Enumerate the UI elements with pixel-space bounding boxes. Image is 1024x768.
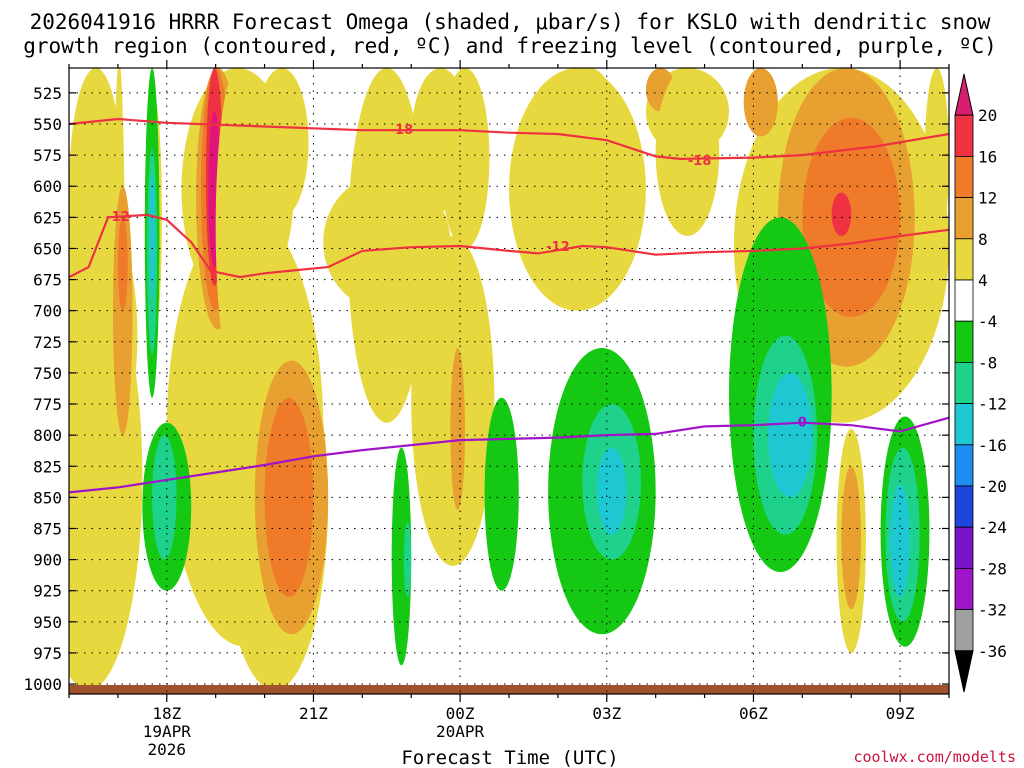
- y-tick-label-675: 675: [33, 271, 62, 290]
- colorbar-top-triangle: [954, 73, 974, 116]
- omega-region-8-5-2: [743, 68, 778, 137]
- contour-label--12-0: -12: [106, 210, 130, 225]
- colorbar-label--28: -28: [978, 559, 1007, 578]
- x-tick-label-03Z: 03Z: [592, 704, 621, 723]
- colorbar-band-9: [954, 444, 974, 487]
- y-tick-label-650: 650: [33, 239, 62, 258]
- colorbar-band-1: [954, 114, 974, 157]
- colorbar-label--20: -20: [978, 477, 1007, 496]
- colorbar-label-12: 12: [978, 189, 997, 208]
- x-tick-label-21Z: 21Z: [299, 704, 328, 723]
- contour-lines: -18 -18 -12 -12 0: [69, 117, 949, 494]
- y-tick-label-625: 625: [33, 208, 62, 227]
- omega-region-8-2-4: [450, 348, 465, 510]
- contour-label--18-1: -18: [688, 154, 712, 169]
- contour-label--12-1: -12: [546, 240, 570, 255]
- y-tick-label-825: 825: [33, 457, 62, 476]
- x-tick-label-06Z: 06Z: [739, 704, 768, 723]
- x-axis-title: Forecast Time (UTC): [401, 747, 618, 768]
- y-tick-label-575: 575: [33, 146, 62, 165]
- y-tick-label-1000: 1000: [23, 675, 62, 694]
- y-tick-label-900: 900: [33, 551, 62, 570]
- omega-region-4-4-1: [557, 68, 622, 224]
- colorbar-band-2: [954, 155, 974, 198]
- contour-label-0-0: 0: [798, 415, 807, 430]
- y-tick-label-950: 950: [33, 613, 62, 632]
- x-tick-label-09Z: 09Z: [886, 704, 915, 723]
- y-tick-label-525: 525: [33, 84, 62, 103]
- omega-shading: [69, 68, 949, 691]
- colorbar-label-16: 16: [978, 147, 997, 166]
- contour-line--12: [69, 213, 949, 279]
- omega-region-12-1-8: [264, 397, 314, 597]
- terrain-strip: [69, 685, 949, 694]
- x-tick-year-18Z: 2026: [148, 740, 187, 759]
- colorbar-band-3: [954, 197, 974, 240]
- colorbar-band-13: [954, 609, 974, 652]
- y-tick-label-925: 925: [33, 582, 62, 601]
- omega-region-4-2-0: [254, 68, 309, 218]
- x-tick-label-18Z: 18Z: [152, 704, 181, 723]
- y-tick-label-700: 700: [33, 302, 62, 321]
- colorbar-band-5: [954, 279, 974, 322]
- contour-line--18: [69, 117, 949, 161]
- y-tick-label-600: 600: [33, 177, 62, 196]
- omega-region-12-0-6: [117, 217, 128, 311]
- y-tick-label-975: 975: [33, 644, 62, 663]
- omega-region--12-0-10: [149, 173, 155, 299]
- colorbar-label--12: -12: [978, 395, 1007, 414]
- omega-region-8-5-10: [841, 466, 861, 610]
- y-tick-label-850: 850: [33, 488, 62, 507]
- colorbar-bottom-triangle: [954, 650, 974, 693]
- colorbar-label--4: -4: [978, 312, 997, 331]
- omega-region-16-5-4: [831, 192, 852, 237]
- omega-region-12-5-3: [802, 117, 901, 317]
- omega-region--4-3-4: [484, 397, 519, 591]
- omega-region--8-3-1: [152, 435, 177, 560]
- y-tick-label-725: 725: [33, 333, 62, 352]
- omega-region-4-2-2: [323, 173, 451, 311]
- contour-line-0: [69, 416, 949, 494]
- colorbar-label--32: -32: [978, 601, 1007, 620]
- omega-region-4-1-9: [215, 68, 260, 386]
- colorbar-band-6: [954, 320, 974, 363]
- colorbar: 20 16 12 8 4 -4 -8 -12 -16 -20 -24 -28 -32 -36: [954, 73, 1007, 693]
- colorbar-band-12: [954, 568, 974, 611]
- omega-region-4-5-14: [924, 68, 949, 249]
- omega-region-4-2-6: [440, 68, 490, 249]
- colorbar-band-4: [954, 238, 974, 281]
- y-tick-label-775: 775: [33, 395, 62, 414]
- colorbar-band-7: [954, 361, 974, 404]
- colorbar-band-10: [954, 485, 974, 528]
- credit-text: coolwx.com/modelts: [853, 748, 1016, 766]
- pressure-axis: 525 550 575 600 625 650 675 700 725 750 775 800 825 8…: [23, 84, 949, 694]
- colorbar-band-8: [954, 403, 974, 446]
- y-tick-label-550: 550: [33, 115, 62, 134]
- colorbar-label-8: 8: [978, 230, 988, 249]
- x-tick-date-00Z: 20APR: [436, 722, 485, 741]
- contour-label--18-0: -18: [390, 123, 414, 138]
- omega-region--4-5-6: [743, 298, 827, 361]
- y-tick-label-800: 800: [33, 426, 62, 445]
- chart-title-line1: 2026041916 HRRR Forecast Omega (shaded, …: [30, 10, 991, 34]
- colorbar-label--16: -16: [978, 436, 1007, 455]
- colorbar-label-4: 4: [978, 271, 988, 290]
- omega-region-4-4-4: [655, 68, 720, 237]
- omega-region--4-3-2: [391, 447, 412, 666]
- colorbar-label--24: -24: [978, 518, 1007, 537]
- y-tick-label-875: 875: [33, 519, 62, 538]
- y-tick-label-750: 750: [33, 364, 62, 383]
- omega-region--12-4-7: [597, 447, 627, 535]
- x-tick-label-00Z: 00Z: [446, 704, 475, 723]
- chart-title-line2: growth region (contoured, red, ºC) and f…: [23, 34, 997, 58]
- colorbar-label--36: -36: [978, 642, 1007, 661]
- colorbar-band-11: [954, 526, 974, 569]
- colorbar-label-20: 20: [978, 106, 997, 125]
- colorbar-label--8: -8: [978, 353, 997, 372]
- x-tick-date-18Z: 19APR: [143, 722, 192, 741]
